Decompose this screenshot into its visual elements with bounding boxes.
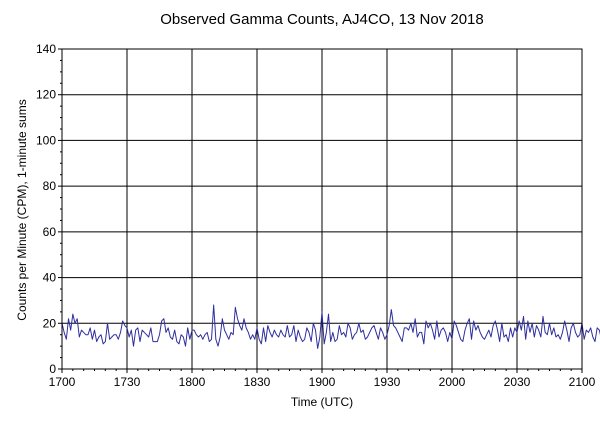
y-tick-label: 0 bbox=[49, 362, 56, 376]
x-tick-label: 2100 bbox=[569, 375, 596, 389]
x-axis-label: Time (UTC) bbox=[291, 395, 353, 409]
x-tick-label: 1700 bbox=[49, 375, 76, 389]
x-tick-label: 1800 bbox=[179, 375, 206, 389]
chart-title: Observed Gamma Counts, AJ4CO, 13 Nov 201… bbox=[160, 11, 484, 28]
y-tick-label: 20 bbox=[43, 316, 57, 330]
y-tick-label: 100 bbox=[36, 133, 56, 147]
x-tick-label: 2030 bbox=[504, 375, 531, 389]
x-tick-label: 1830 bbox=[244, 375, 271, 389]
y-axis-tick-labels: 0 20 40 60 80 100 120 140 bbox=[36, 42, 56, 376]
y-tick-label: 60 bbox=[43, 225, 57, 239]
plot-frame bbox=[61, 48, 583, 370]
y-axis-label: Counts per Minute (CPM), 1-minute sums bbox=[15, 99, 29, 320]
y-tick-label: 80 bbox=[43, 179, 57, 193]
axis-ticks bbox=[58, 48, 583, 373]
grid bbox=[62, 49, 582, 369]
x-tick-label: 1730 bbox=[114, 375, 141, 389]
x-tick-label: 1900 bbox=[309, 375, 336, 389]
y-tick-label: 40 bbox=[43, 271, 57, 285]
x-axis-tick-labels: 1700 1730 1800 1830 1900 1930 2000 2030 2100 bbox=[49, 375, 596, 389]
y-tick-label: 120 bbox=[36, 88, 56, 102]
plot-series bbox=[61, 304, 600, 349]
x-tick-label: 1930 bbox=[374, 375, 401, 389]
series-line bbox=[61, 304, 600, 349]
y-tick-label: 140 bbox=[36, 42, 56, 56]
x-tick-label: 2000 bbox=[439, 375, 466, 389]
